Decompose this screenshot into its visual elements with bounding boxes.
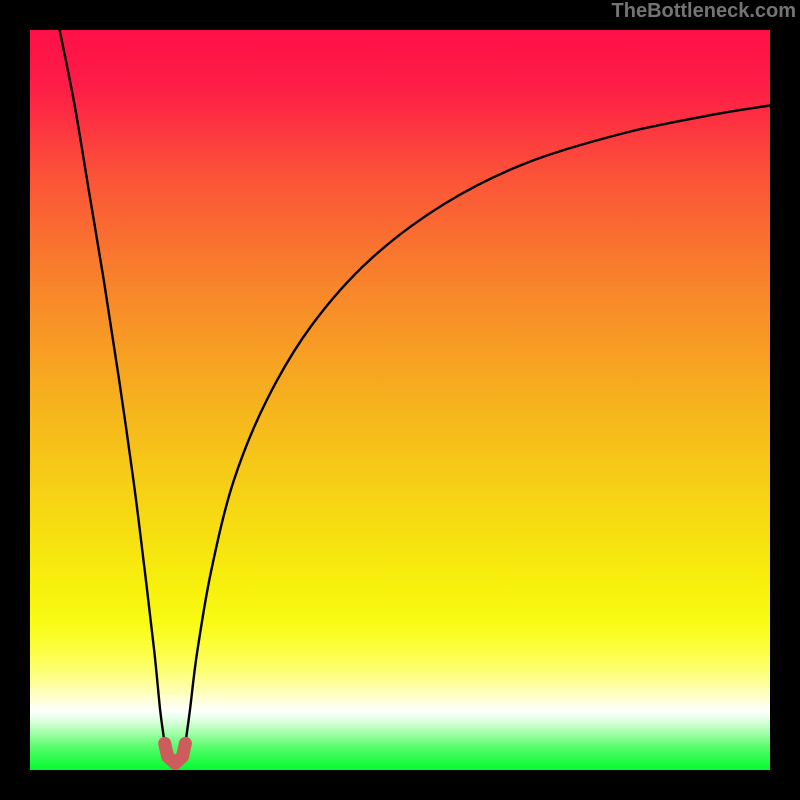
- watermark-text: TheBottleneck.com: [612, 0, 796, 23]
- chart-container: TheBottleneck.com: [0, 0, 800, 800]
- plot-svg: [30, 30, 770, 770]
- gradient-background: [30, 30, 770, 770]
